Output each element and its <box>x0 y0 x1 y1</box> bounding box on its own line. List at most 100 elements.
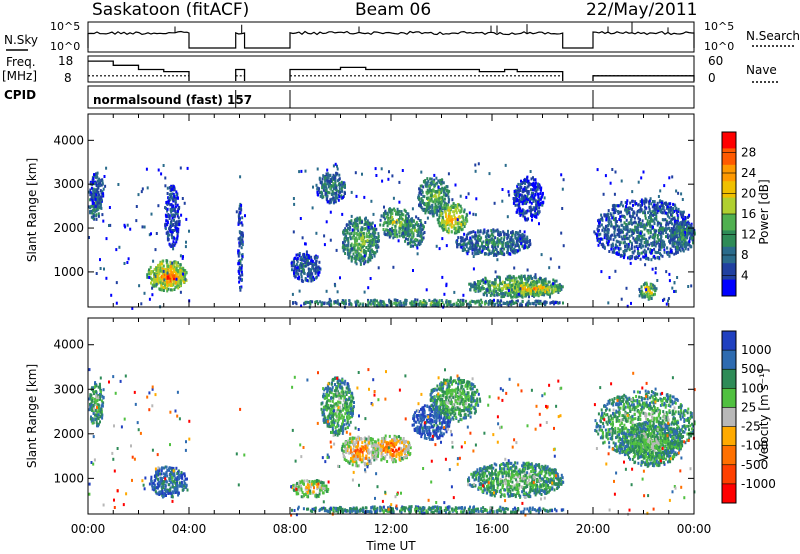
data-cell-power-cells-4-69 <box>171 192 174 196</box>
data-cell-power-cells-18-617 <box>657 209 660 213</box>
data-cell-power-cells-18-765 <box>648 220 651 224</box>
data-cell-power-cells-10-62 <box>422 232 425 236</box>
data-cell-power-cells-1-41 <box>101 180 104 184</box>
data-cell-power-cells-10-75 <box>406 228 408 232</box>
data-cell-power-cells-16-129 <box>489 299 492 302</box>
data-cell-power-cells-8-234 <box>372 229 375 233</box>
data-cell-power-cells-13-247 <box>482 231 485 235</box>
data-cell-power-cells-16-64 <box>311 300 314 304</box>
data-cell-power-cells-17-115 <box>534 212 537 216</box>
data-cell-power-cells-13-250 <box>502 230 505 234</box>
data-cell-power-cells-18-274 <box>634 228 637 232</box>
data-cell-power-cells-16-296 <box>323 302 326 306</box>
data-cell-power-cells-18-749 <box>627 206 630 210</box>
data-cell-power-cells-7-179 <box>343 182 346 186</box>
data-cell-power-cells-18-147 <box>626 246 629 250</box>
data-cell-power-cells-8-172 <box>350 258 353 262</box>
data-cell-power-cells-12-161 <box>447 206 450 210</box>
data-cell-power-cells-0-43 <box>95 213 98 217</box>
data-cell-power-cells-18-67 <box>626 212 629 216</box>
data-cell-power-cells-12-7 <box>455 217 458 221</box>
data-cell-power-cells-10-96 <box>410 238 413 242</box>
data-cell-power-cells-7-183 <box>333 177 336 180</box>
data-cell-power-cells-3-93 <box>177 275 180 279</box>
data-cell-power-cells-2-215 <box>175 285 178 289</box>
data-cell-power-cells-4-15 <box>175 196 178 200</box>
data-cell-power-cells-18-471 <box>639 208 642 212</box>
data-cell-power-cells-8-276 <box>377 237 380 241</box>
data-cell-power-cells-1-92 <box>94 195 96 199</box>
data-cell-power-cells-2-226 <box>151 283 154 287</box>
data-cell-power-cells-12-140 <box>450 216 452 220</box>
data-cell-power-cells-9-109 <box>388 229 391 233</box>
data-cell-power-cells-17-127 <box>526 192 529 196</box>
data-cell-power-cells-3-28 <box>178 274 181 278</box>
data-cell-power-cells-12-102 <box>460 223 463 226</box>
data-cell-power-cells-18-426 <box>636 231 639 234</box>
data-cell-power-cells-18-540 <box>618 243 621 247</box>
data-cell-power-cells-18-584 <box>642 199 645 203</box>
data-cell-power-cells-18-348 <box>601 218 604 222</box>
data-cell-power-cells-16-201 <box>425 304 428 308</box>
data-cell-power-cells-12-155 <box>457 230 459 234</box>
data-cell-power-cells-15-137 <box>516 287 519 291</box>
data-cell-power-cells-7-87 <box>336 179 339 183</box>
data-cell-power-cells-6-139 <box>311 278 314 282</box>
data-cell-power-cells-5-81 <box>238 219 241 222</box>
data-cell-power-cells-9-181 <box>384 233 387 237</box>
data-cell-power-cells-2-161 <box>165 274 168 278</box>
data-cell-power-cells-18-403 <box>675 206 678 210</box>
data-cell-power-cells-3-86 <box>163 276 166 280</box>
data-cell-power-cells-1-87 <box>97 201 100 205</box>
data-cell-power-cells-18-585 <box>621 254 624 258</box>
data-cell-power-cells-14-84 <box>492 293 495 297</box>
data-cell-power-cells-7-76 <box>326 177 329 181</box>
data-cell-power-cells-15-58 <box>515 285 518 289</box>
data-cell-power-cells-4-135 <box>168 216 171 220</box>
data-cell-power-cells-4-180 <box>168 227 171 231</box>
data-cell-power-cells-11-18 <box>439 187 442 191</box>
data-cell-power-cells-18-500 <box>614 216 617 220</box>
data-cell-power-cells-12-64 <box>448 208 450 212</box>
data-cell-power-cells-2-133 <box>177 261 179 265</box>
data-cell-power-cells-7-92 <box>326 190 329 194</box>
data-cell-power-cells-18-848 <box>661 204 663 207</box>
data-cell-power-cells-13-380 <box>467 247 470 251</box>
data-cell-power-cells-1-71 <box>92 190 95 193</box>
data-cell-power-cells-4-162 <box>165 201 168 204</box>
data-cell-power-cells-10-74 <box>407 241 410 245</box>
data-cell-power-cells-19-45 <box>654 292 656 296</box>
data-cell-power-cells-7-63 <box>321 183 324 187</box>
data-cell-power-cells-8-63 <box>369 249 372 253</box>
data-cell-power-cells-17-146 <box>525 201 528 205</box>
data-cell-power-cells-2-46 <box>175 264 178 268</box>
data-cell-power-cells-13-260 <box>507 243 510 246</box>
data-cell-power-cells-16-245 <box>520 303 523 307</box>
data-cell-power-cells-4-149 <box>172 198 175 201</box>
data-cell-power-cells-6-90 <box>290 264 293 268</box>
data-cell-power-cells-6-153 <box>314 268 317 271</box>
data-cell-power-cells-8-228 <box>357 229 360 233</box>
data-cell-power-cells-16-352 <box>410 303 413 307</box>
data-cell-power-cells-18-411 <box>656 204 659 208</box>
data-cell-power-cells-16-351 <box>404 299 407 303</box>
data-cell-power-cells-16-195 <box>413 304 416 308</box>
data-cell-power-cells-18-594 <box>628 221 631 225</box>
data-cell-power-cells-16-41 <box>488 300 490 303</box>
data-cell-power-cells-7-51 <box>318 191 321 195</box>
data-cell-power-cells-12-154 <box>458 230 461 234</box>
data-cell-power-cells-10-89 <box>415 221 418 225</box>
data-cell-power-cells-7-138 <box>332 173 335 177</box>
data-cell-power-cells-7-127 <box>338 195 341 199</box>
data-cell-power-cells-18-851 <box>597 237 600 241</box>
data-cell-power-cells-11-97 <box>434 193 437 197</box>
data-cell-power-cells-6-170 <box>305 257 308 261</box>
data-cell-power-cells-7-185 <box>326 172 329 176</box>
data-cell-power-cells-16-293 <box>378 301 381 305</box>
data-cell-power-cells-6-121 <box>309 272 311 276</box>
data-cell-power-cells-18-736 <box>648 250 651 254</box>
data-cell-power-cells-14-398 <box>521 295 524 299</box>
data-cell-power-cells-18-641 <box>629 255 632 259</box>
data-cell-power-cells-18-35 <box>594 232 597 236</box>
data-cell-power-cells-18-242 <box>616 245 619 249</box>
